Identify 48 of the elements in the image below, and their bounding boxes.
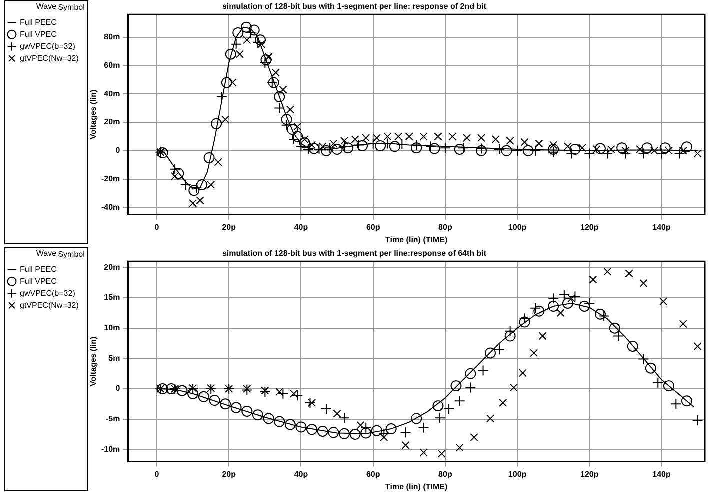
y-tick-label: 80m <box>104 32 120 42</box>
x-tick-label: 120p <box>580 470 599 479</box>
x-tick-label: 120p <box>580 222 599 232</box>
legend-label: Full VPEC <box>20 30 58 39</box>
y-axis-title: Voltages (lin) <box>88 336 98 387</box>
y-tick-label: -40m <box>102 202 120 212</box>
x-tick-label: 20p <box>222 222 236 232</box>
text: Symbol <box>58 3 86 12</box>
y-tick-label: 15m <box>104 293 120 302</box>
chart-title: simulation of 128-bit bus with 1-segment per line:response of 64th bit <box>222 249 487 258</box>
legend-label: gwVPEC(b=32) <box>20 288 76 298</box>
legend-label: Full VPEC <box>20 276 58 286</box>
x-axis-title: Time (lin) (TIME) <box>386 482 448 492</box>
y-tick-label: 0 <box>116 384 121 394</box>
x-tick-label: 100p <box>508 222 527 232</box>
x-tick-label: 60p <box>366 470 380 479</box>
legend-label: Full PEEC <box>20 18 58 27</box>
legend-label: gtVPEC(Nw=32) <box>20 300 80 310</box>
x-tick-label: 140p <box>652 222 671 232</box>
legend-title: Wave <box>36 2 58 12</box>
legend-title: Wave <box>36 249 58 258</box>
x-tick-label: 60p <box>366 222 380 232</box>
y-tick-label: 20m <box>104 262 120 272</box>
chart-title: simulation of 128-bit bus with 1-segment per line: response of 2nd bit <box>222 2 487 12</box>
x-tick-label: 100p <box>508 470 527 479</box>
y-tick-label: 10m <box>104 324 120 333</box>
y-tick-label: -5m <box>106 414 120 424</box>
text: Symbol <box>58 250 86 260</box>
y-tick-label: -10m <box>102 444 120 454</box>
x-tick-label: 80p <box>438 222 452 232</box>
x-axis-title: Time (lin) (TIME) <box>386 235 448 244</box>
x-tick-label: 40p <box>294 470 308 479</box>
x-tick-label: 80p <box>438 470 452 479</box>
y-tick-label: 40m <box>104 89 120 98</box>
x-tick-label: 20p <box>222 470 236 479</box>
x-tick-label: 0 <box>154 470 160 479</box>
y-tick-label: 20m <box>104 118 120 127</box>
legend-label: gtVPEC(Nw=32) <box>20 54 80 63</box>
y-tick-label: 0 <box>116 146 121 156</box>
x-tick-label: 0 <box>154 222 160 232</box>
y-tick-label: 5m <box>108 354 120 363</box>
x-tick-label: 40p <box>294 222 308 232</box>
y-tick-label: -20m <box>102 174 120 184</box>
y-axis-title: Voltages (lin) <box>88 90 98 140</box>
x-tick-label: 140p <box>652 470 671 479</box>
legend-label: gwVPEC(b=32) <box>20 42 76 51</box>
legend-label: Full PEEC <box>20 264 58 274</box>
y-tick-label: 60m <box>104 60 120 70</box>
